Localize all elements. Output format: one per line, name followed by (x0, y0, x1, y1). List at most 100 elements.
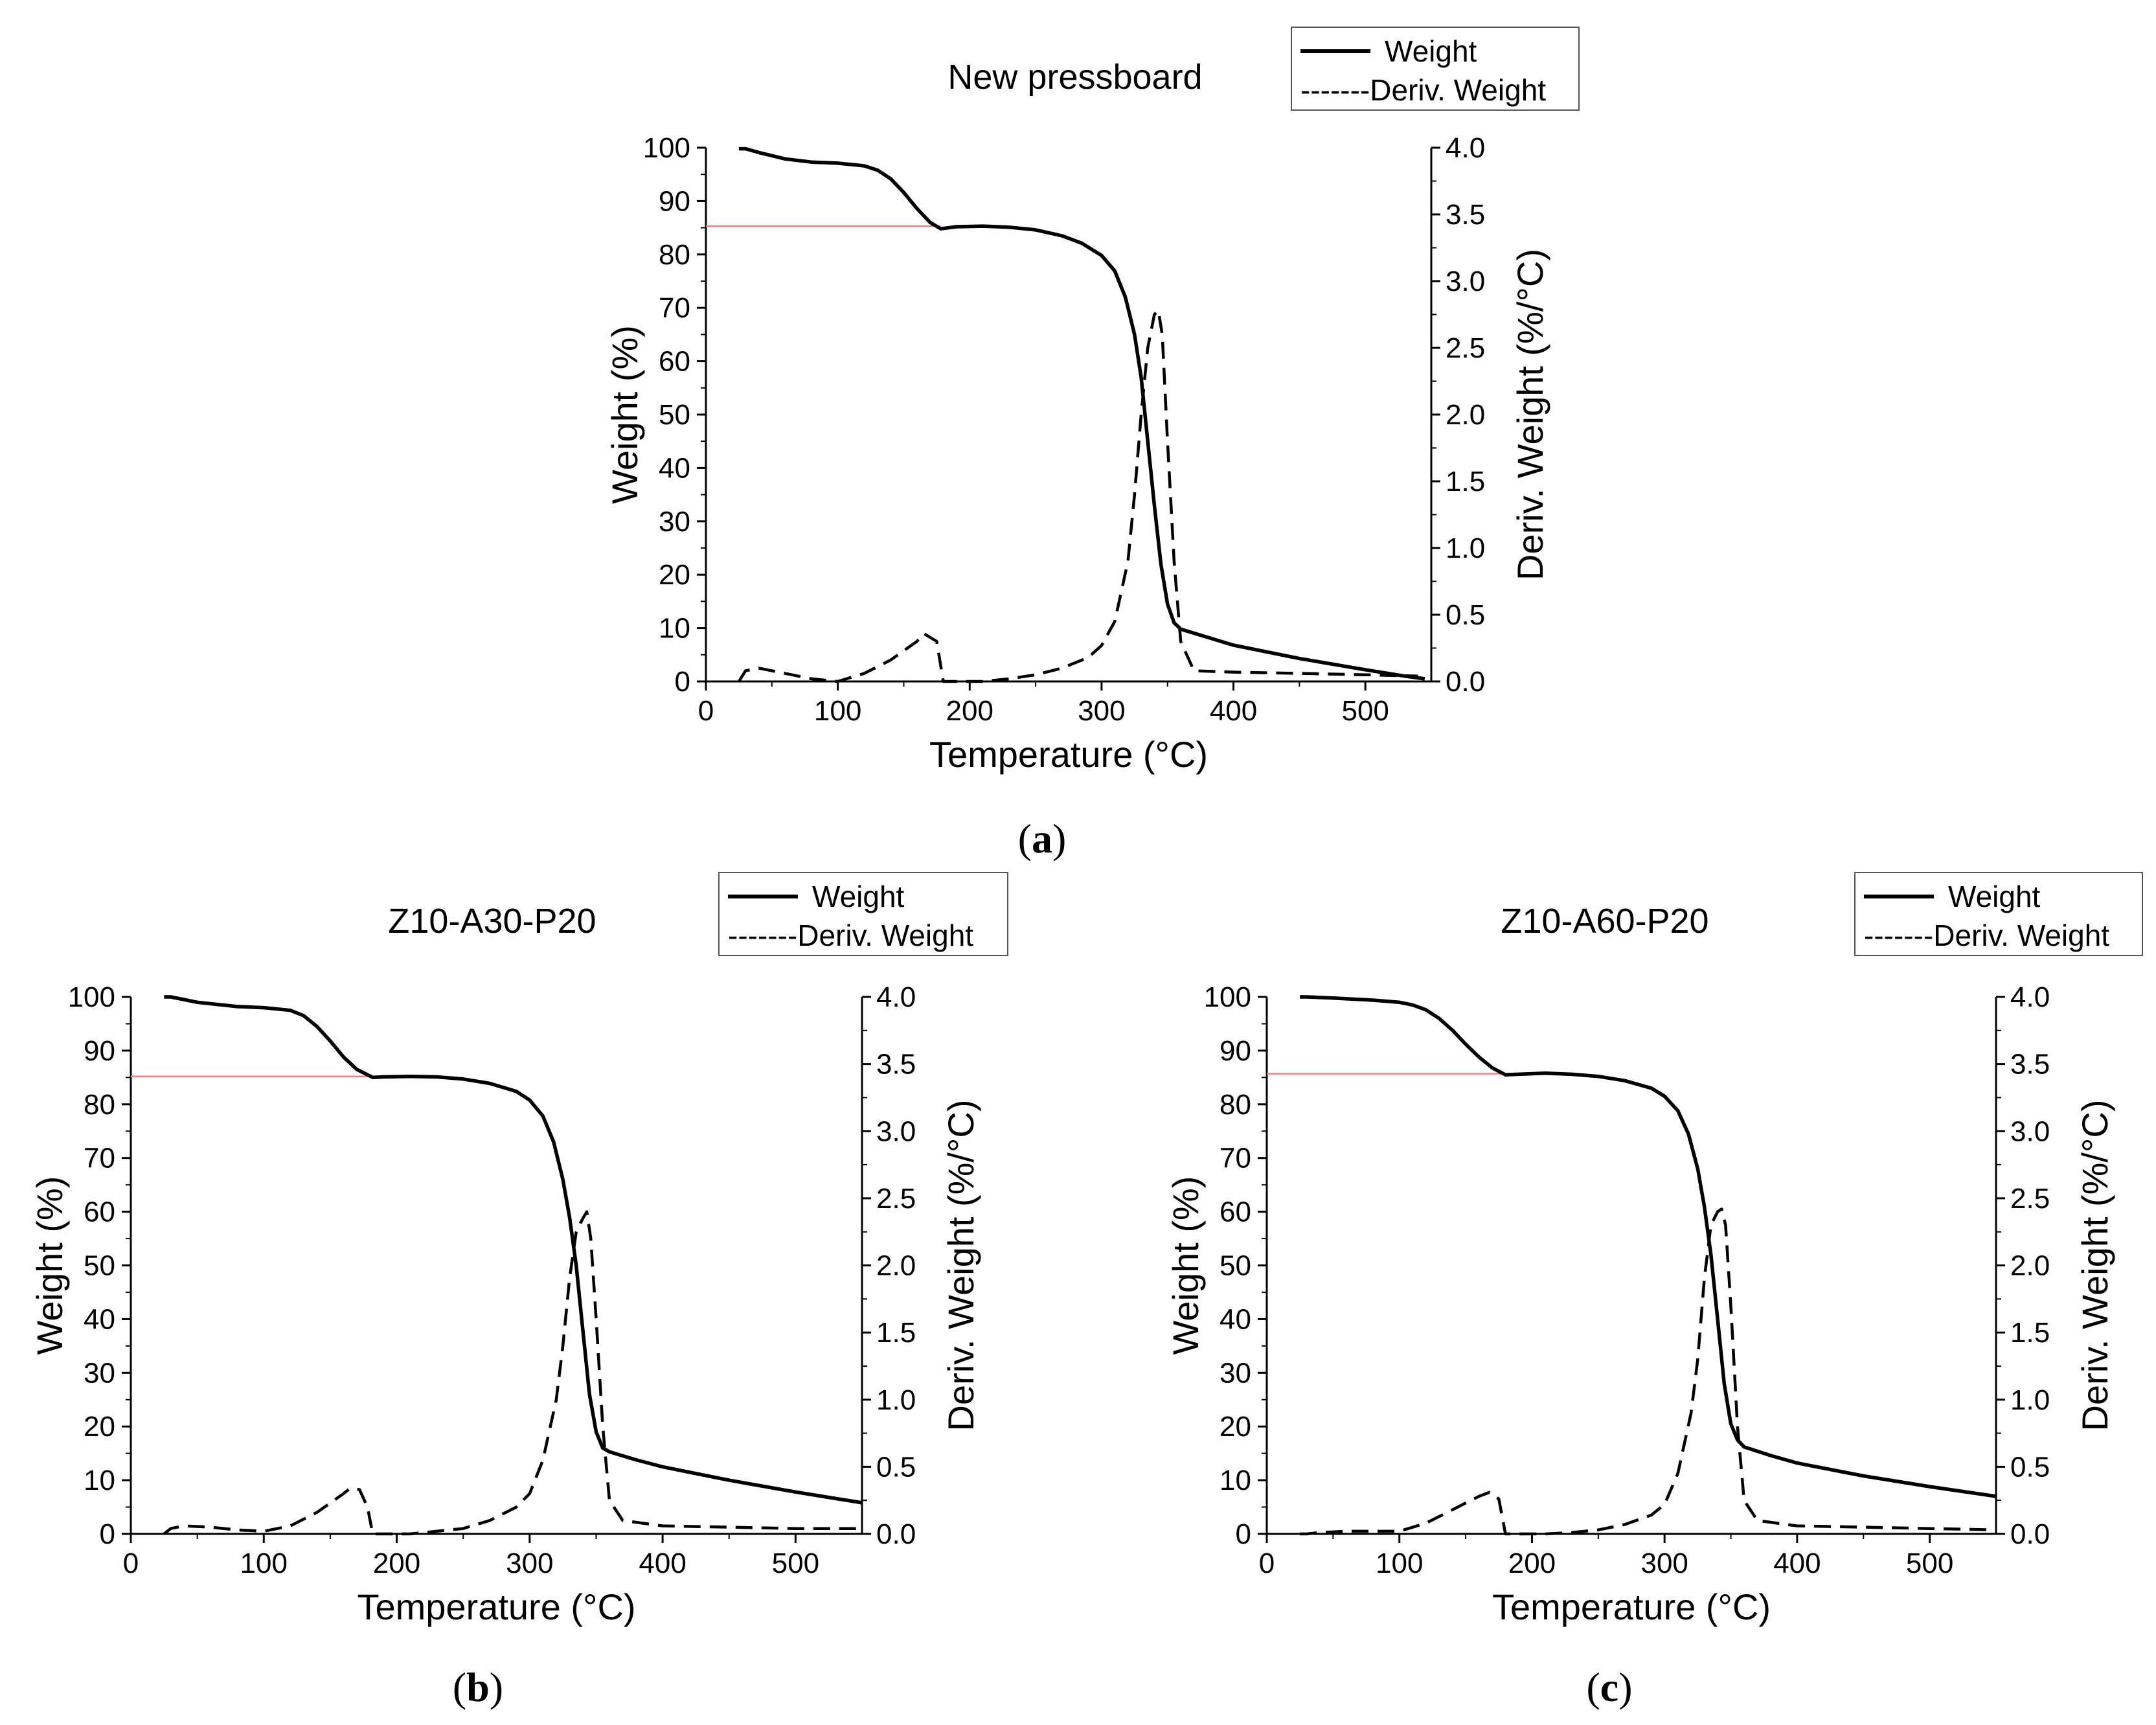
y-tick-label: 40 (1220, 1303, 1251, 1335)
y-tick-label: 90 (1220, 1035, 1251, 1067)
y-tick-label: 100 (68, 981, 115, 1013)
y2-tick-label: 2.0 (876, 1250, 916, 1282)
x-tick-label: 400 (1773, 1548, 1821, 1579)
y2-tick-label: 4.0 (876, 981, 916, 1013)
x-tick-label: 200 (373, 1548, 420, 1579)
y-tick-label: 20 (84, 1411, 115, 1443)
y-tick-label: 70 (84, 1143, 115, 1174)
y-tick-label: 30 (84, 1357, 115, 1389)
legend: Weight -------Deriv. Weight (1291, 27, 1580, 111)
x-tick-label: 0 (698, 695, 714, 727)
y2-tick-label: 4.0 (1446, 132, 1485, 164)
y-tick-label: 40 (84, 1303, 115, 1335)
y-tick-label: 0 (100, 1518, 115, 1550)
y-tick-label: 50 (659, 399, 690, 431)
legend-box (1291, 27, 1580, 111)
x-tick-label: 100 (1376, 1548, 1423, 1579)
weight-series-line (1300, 995, 1997, 1498)
deriv-weight-series-line (737, 309, 1418, 683)
y-tick-label: 60 (84, 1196, 115, 1228)
x-tick-label: 400 (1210, 695, 1257, 727)
chart-panel-a: 0 100 200 300 400 500 0 10 20 30 40 50 60 70 80 90 100 0.… (604, 27, 1580, 862)
y2-tick-label: 0.5 (2010, 1451, 2050, 1483)
x-tick-label: 100 (814, 695, 861, 727)
y-tick-label: 60 (659, 346, 690, 378)
x-tick-label: 500 (772, 1548, 819, 1579)
y2-tick-label: 3.0 (876, 1115, 916, 1147)
legend: Weight -------Deriv. Weight (718, 872, 1008, 956)
y-tick-label: 100 (1204, 981, 1251, 1013)
y-axis-title: Weight (%) (29, 1176, 70, 1355)
legend-weight-label: Weight (812, 880, 905, 913)
y-tick-label: 90 (659, 185, 690, 217)
chart-title: New pressboard (948, 58, 1202, 97)
y2-tick-label: 3.5 (1446, 199, 1485, 231)
weight-series-line (738, 146, 1425, 681)
y-tick-label: 10 (84, 1465, 115, 1496)
y2-tick-label: 2.0 (2010, 1250, 2050, 1282)
y2-axis-title: Deriv. Weight (%/°C) (1510, 249, 1550, 580)
y2-tick-label: 0.0 (876, 1518, 916, 1550)
y-tick-label: 50 (1220, 1250, 1251, 1282)
panel-label: (c) (1586, 1664, 1632, 1710)
y2-tick-label: 1.0 (876, 1384, 916, 1416)
legend-weight-label: Weight (1948, 880, 2041, 913)
panel-label-letter: c (1600, 1664, 1618, 1710)
y-tick-label: 80 (1220, 1089, 1251, 1121)
y2-tick-label: 1.0 (2010, 1384, 2050, 1416)
legend-deriv-weight-label: -------Deriv. Weight (1300, 73, 1546, 107)
panel-label-letter: b (466, 1664, 490, 1710)
legend: Weight -------Deriv. Weight (1854, 872, 2143, 956)
y2-tick-label: 2.5 (1446, 332, 1485, 364)
y2-tick-label: 3.0 (2010, 1115, 2050, 1147)
panel-label-letter: a (1032, 816, 1052, 862)
y-tick-label: 50 (84, 1250, 115, 1282)
y-tick-label: 60 (1220, 1196, 1251, 1228)
y-tick-label: 40 (659, 452, 690, 484)
y-tick-label: 90 (84, 1035, 115, 1067)
chart-panel-b: 0 100 200 300 400 500 0 10 20 30 40 50 60 70 80 90 100 0.… (29, 872, 1008, 1710)
x-axis-title: Temperature (°C) (1492, 1586, 1771, 1627)
y-tick-label: 0 (675, 666, 690, 698)
y-tick-label: 80 (659, 239, 690, 271)
chart-title: Z10-A30-P20 (388, 902, 596, 941)
legend-deriv-weight-label: -------Deriv. Weight (728, 919, 973, 952)
y2-tick-label: 3.5 (2010, 1049, 2050, 1080)
y-tick-label: 10 (1220, 1465, 1251, 1496)
y-tick-label: 10 (659, 613, 690, 645)
y-tick-label: 100 (643, 132, 690, 164)
y-axis-title: Weight (%) (1165, 1176, 1206, 1355)
y2-tick-label: 2.0 (1446, 399, 1485, 431)
weight-series-line (164, 995, 863, 1505)
x-tick-label: 0 (123, 1548, 139, 1579)
y2-tick-label: 3.0 (1446, 266, 1485, 297)
y2-tick-label: 4.0 (2010, 981, 2050, 1013)
y2-tick-label: 1.5 (2010, 1317, 2050, 1349)
y2-axis-title: Deriv. Weight (%/°C) (940, 1100, 981, 1432)
chart-panel-c: 0 100 200 300 400 500 0 10 20 30 40 50 60 70 80 90 100 0.… (1165, 872, 2143, 1710)
x-tick-label: 300 (1640, 1548, 1688, 1579)
chart-title: Z10-A60-P20 (1501, 902, 1708, 941)
y-tick-label: 30 (1220, 1357, 1251, 1389)
y2-tick-label: 2.5 (876, 1183, 916, 1215)
y-tick-label: 30 (659, 506, 690, 538)
legend-box (1854, 872, 2143, 956)
y-tick-label: 80 (84, 1089, 115, 1121)
y-tick-label: 0 (1236, 1518, 1251, 1550)
x-tick-label: 0 (1259, 1548, 1275, 1579)
panel-label: (b) (453, 1664, 503, 1710)
y-tick-label: 20 (1220, 1411, 1251, 1443)
x-tick-label: 500 (1341, 695, 1389, 727)
y-axis-title: Weight (%) (604, 325, 645, 504)
x-tick-label: 400 (639, 1548, 686, 1579)
y2-tick-label: 0.0 (2010, 1518, 2050, 1550)
y2-tick-label: 3.5 (876, 1049, 916, 1080)
y2-tick-label: 1.5 (876, 1317, 916, 1349)
y2-tick-label: 1.5 (1446, 466, 1485, 497)
y2-tick-label: 0.5 (1446, 599, 1485, 631)
panel-label: (a) (1018, 816, 1067, 862)
x-axis-title: Temperature (°C) (929, 734, 1208, 775)
y2-axis-title: Deriv. Weight (%/°C) (2074, 1100, 2115, 1432)
y2-tick-label: 2.5 (2010, 1183, 2050, 1215)
